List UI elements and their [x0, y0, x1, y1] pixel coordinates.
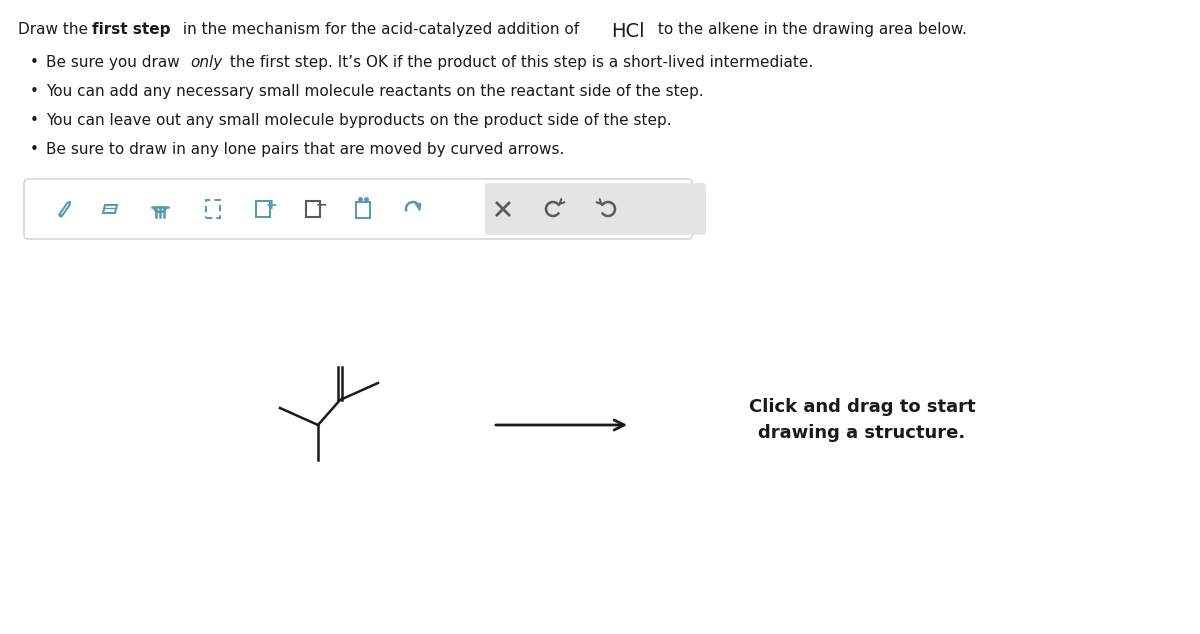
Text: Click and drag to start
drawing a structure.: Click and drag to start drawing a struct…: [749, 399, 976, 441]
FancyBboxPatch shape: [485, 183, 706, 235]
Text: only: only: [191, 55, 222, 70]
Text: +: +: [265, 198, 277, 212]
Text: You can add any necessary small molecule reactants on the reactant side of the s: You can add any necessary small molecule…: [46, 84, 703, 99]
Text: HCl: HCl: [612, 22, 646, 41]
Text: •: •: [30, 142, 38, 157]
Text: the first step. It’s OK if the product of this step is a short-lived intermediat: the first step. It’s OK if the product o…: [226, 55, 814, 70]
Text: to the alkene in the drawing area below.: to the alkene in the drawing area below.: [653, 22, 967, 37]
Text: •: •: [30, 84, 38, 99]
Text: in the mechanism for the acid-catalyzed addition of: in the mechanism for the acid-catalyzed …: [178, 22, 584, 37]
Text: Draw the: Draw the: [18, 22, 92, 37]
Text: •: •: [30, 113, 38, 128]
Text: •: •: [30, 55, 38, 70]
Text: −: −: [316, 197, 326, 211]
Text: Be sure to draw in any lone pairs that are moved by curved arrows.: Be sure to draw in any lone pairs that a…: [46, 142, 564, 157]
FancyBboxPatch shape: [24, 179, 692, 239]
Text: Be sure you draw: Be sure you draw: [46, 55, 185, 70]
Text: You can leave out any small molecule byproducts on the product side of the step.: You can leave out any small molecule byp…: [46, 113, 672, 128]
Text: first step: first step: [92, 22, 170, 37]
